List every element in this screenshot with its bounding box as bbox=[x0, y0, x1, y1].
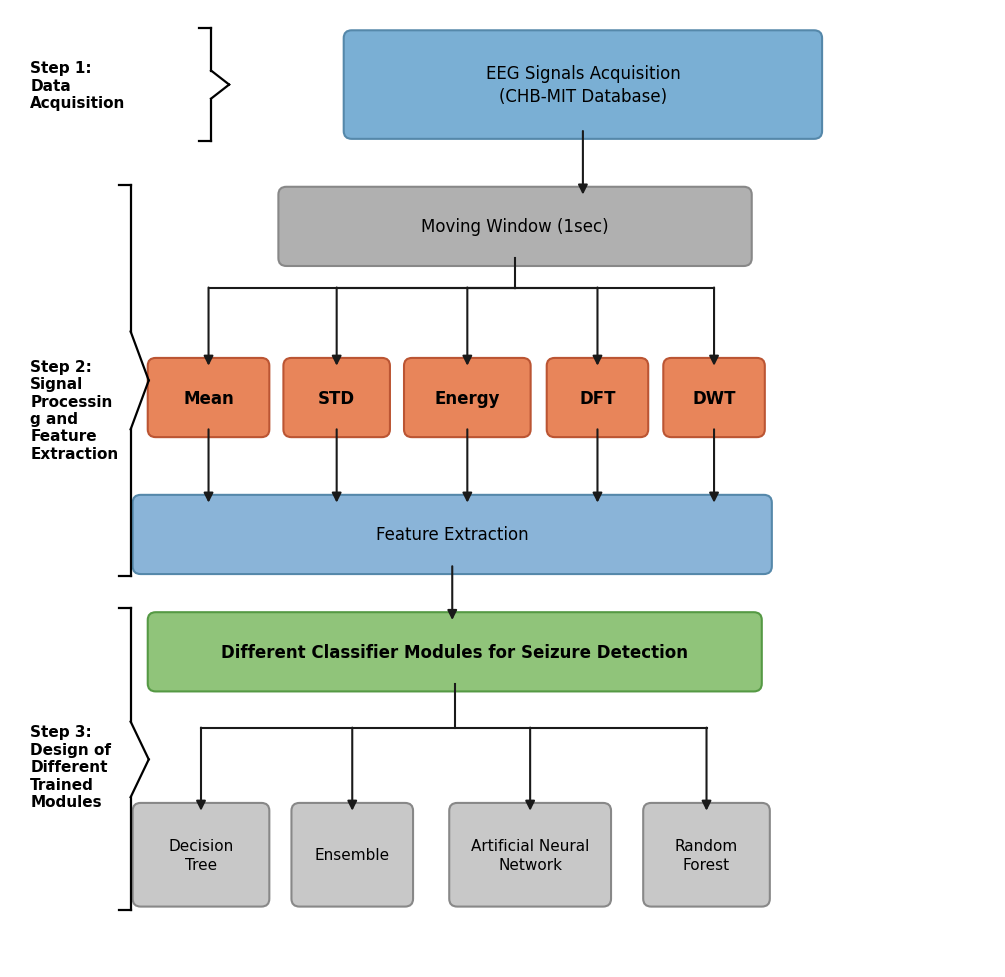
Text: Random
Forest: Random Forest bbox=[675, 838, 738, 871]
FancyBboxPatch shape bbox=[344, 31, 822, 140]
Text: Decision
Tree: Decision Tree bbox=[169, 838, 233, 871]
FancyBboxPatch shape bbox=[291, 803, 413, 907]
Text: DFT: DFT bbox=[579, 389, 616, 407]
Text: Step 3:
Design of
Different
Trained
Modules: Step 3: Design of Different Trained Modu… bbox=[30, 725, 112, 809]
FancyBboxPatch shape bbox=[283, 359, 390, 438]
Text: Moving Window (1sec): Moving Window (1sec) bbox=[421, 218, 609, 236]
Text: Step 1:
Data
Acquisition: Step 1: Data Acquisition bbox=[30, 62, 126, 110]
FancyBboxPatch shape bbox=[663, 359, 765, 438]
FancyBboxPatch shape bbox=[449, 803, 611, 907]
FancyBboxPatch shape bbox=[133, 803, 269, 907]
Text: Feature Extraction: Feature Extraction bbox=[376, 526, 529, 544]
FancyBboxPatch shape bbox=[148, 359, 269, 438]
Text: Mean: Mean bbox=[183, 389, 234, 407]
Text: Energy: Energy bbox=[434, 389, 500, 407]
FancyBboxPatch shape bbox=[404, 359, 531, 438]
FancyBboxPatch shape bbox=[547, 359, 648, 438]
Text: Different Classifier Modules for Seizure Detection: Different Classifier Modules for Seizure… bbox=[221, 643, 688, 661]
Text: DWT: DWT bbox=[692, 389, 736, 407]
FancyBboxPatch shape bbox=[643, 803, 770, 907]
Text: Artificial Neural
Network: Artificial Neural Network bbox=[471, 838, 589, 871]
Text: EEG Signals Acquisition
(CHB-MIT Database): EEG Signals Acquisition (CHB-MIT Databas… bbox=[485, 65, 680, 106]
Text: Ensemble: Ensemble bbox=[315, 847, 390, 863]
FancyBboxPatch shape bbox=[278, 188, 752, 267]
FancyBboxPatch shape bbox=[148, 613, 762, 692]
Text: Step 2:
Signal
Processin
g and
Feature
Extraction: Step 2: Signal Processin g and Feature E… bbox=[30, 360, 119, 461]
FancyBboxPatch shape bbox=[133, 495, 772, 574]
Text: STD: STD bbox=[319, 389, 355, 407]
